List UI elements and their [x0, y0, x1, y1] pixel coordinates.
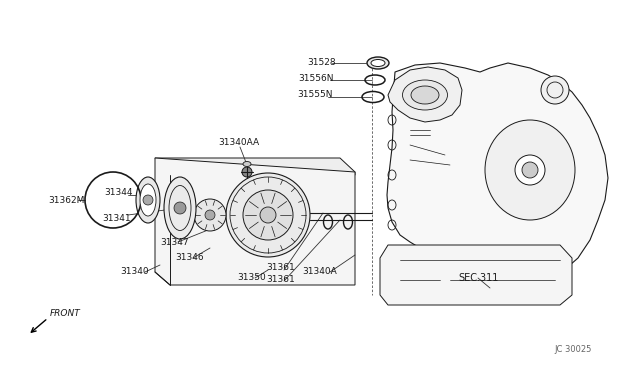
Ellipse shape	[371, 60, 385, 67]
Text: 31361: 31361	[266, 263, 295, 273]
Ellipse shape	[367, 57, 389, 69]
Circle shape	[194, 199, 226, 231]
Polygon shape	[155, 158, 355, 175]
Ellipse shape	[164, 177, 196, 239]
Polygon shape	[493, 132, 520, 162]
Ellipse shape	[243, 161, 251, 167]
Text: 31346: 31346	[175, 253, 204, 263]
Text: JC 30025: JC 30025	[554, 346, 591, 355]
Polygon shape	[542, 153, 565, 187]
Ellipse shape	[485, 120, 575, 220]
Circle shape	[515, 155, 545, 185]
Polygon shape	[493, 178, 520, 208]
Text: FRONT: FRONT	[50, 308, 81, 317]
Text: 31347: 31347	[160, 237, 189, 247]
Text: 31340A: 31340A	[302, 266, 337, 276]
Text: 31350: 31350	[237, 273, 266, 282]
Circle shape	[260, 207, 276, 223]
Polygon shape	[155, 158, 355, 285]
Text: SEC.311: SEC.311	[458, 273, 499, 283]
Circle shape	[242, 167, 252, 177]
Ellipse shape	[140, 184, 156, 216]
Circle shape	[205, 210, 215, 220]
Polygon shape	[387, 63, 608, 295]
Polygon shape	[527, 126, 555, 157]
Text: 31362M: 31362M	[48, 196, 84, 205]
Text: 31344: 31344	[104, 187, 132, 196]
Text: 31340: 31340	[120, 267, 148, 276]
Text: 31528: 31528	[307, 58, 335, 67]
Polygon shape	[388, 67, 462, 122]
Text: 31556N: 31556N	[298, 74, 333, 83]
Ellipse shape	[411, 86, 439, 104]
Circle shape	[226, 173, 310, 257]
Circle shape	[522, 162, 538, 178]
Polygon shape	[527, 183, 555, 214]
Text: 31341: 31341	[102, 214, 131, 222]
Circle shape	[243, 190, 293, 240]
Text: 31340AA: 31340AA	[218, 138, 259, 147]
Circle shape	[143, 195, 153, 205]
Text: 31555N: 31555N	[297, 90, 333, 99]
Polygon shape	[380, 245, 572, 305]
Ellipse shape	[136, 177, 160, 223]
Ellipse shape	[403, 80, 447, 110]
Circle shape	[541, 76, 569, 104]
Circle shape	[174, 202, 186, 214]
Text: 31361: 31361	[266, 276, 295, 285]
